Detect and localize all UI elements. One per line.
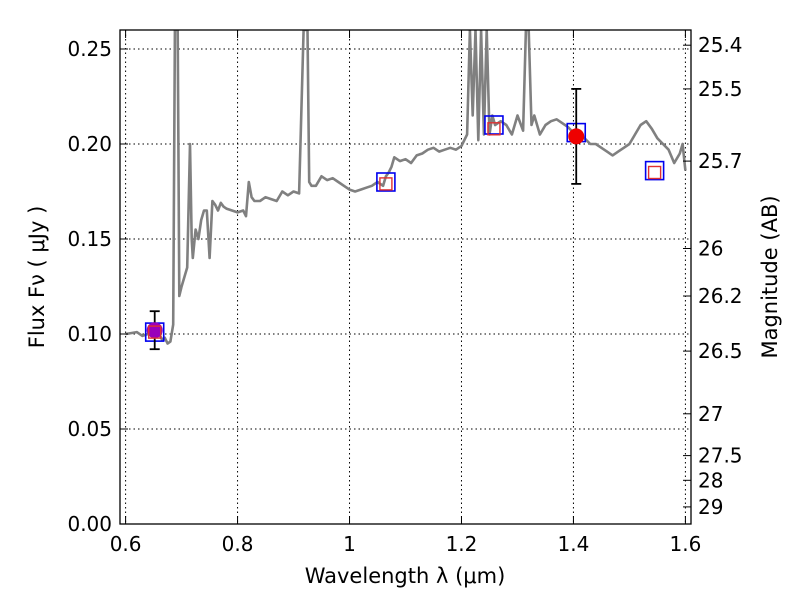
y2-axis-label: Magnitude (AB) (758, 195, 782, 358)
y-tick-label: 0.10 (67, 322, 112, 346)
y-tick-label: 0.15 (67, 227, 112, 251)
observed-flux-box (148, 325, 162, 339)
y2-tick-label: 29 (698, 495, 723, 519)
y-tick-label: 0.20 (67, 132, 112, 156)
y-axis-label: Flux Fν ( μJy ) (25, 206, 49, 349)
plot-frame (119, 29, 692, 525)
y2-tick-label: 25.4 (698, 33, 743, 57)
y2-tick-label: 25.7 (698, 149, 743, 173)
spectrum-line (125, 30, 687, 345)
observed-flux-point (568, 128, 585, 145)
observed-flux-box (647, 165, 662, 180)
y-tick-label: 0.05 (67, 417, 112, 441)
x-tick-label: 0.6 (110, 532, 142, 556)
y2-tick-label: 27 (698, 402, 723, 426)
model-flux-box (376, 172, 396, 192)
x-tick-label: 0.8 (222, 532, 254, 556)
observed-flux-box (379, 177, 393, 191)
y-tick-label: 0.00 (67, 512, 112, 536)
y2-tick-label: 28 (698, 468, 723, 492)
x-axis-label: Wavelength λ (μm) (305, 564, 506, 588)
y2-tick-label: 27.5 (698, 444, 743, 468)
y2-tick-label: 26 (698, 237, 723, 261)
tick-labels: 0.6 0.8 1 1.2 1.4 1.6 0.00 0.05 0.10 0.15 0.20 0.25… (67, 33, 742, 556)
y-tick-label: 0.25 (67, 37, 112, 61)
x-tick-label: 1.6 (669, 532, 701, 556)
photometry-markers (144, 88, 665, 351)
grid (120, 30, 691, 525)
y2-tick-label: 25.5 (698, 77, 743, 101)
model-flux-box (644, 160, 665, 181)
x-tick-label: 1.4 (558, 532, 590, 556)
axis-ticks (120, 30, 691, 525)
y2-tick-label: 26.5 (698, 339, 743, 363)
x-tick-label: 1.2 (446, 532, 478, 556)
y2-tick-label: 26.2 (698, 284, 743, 308)
x-tick-label: 1 (343, 532, 356, 556)
model-flux-box (484, 115, 504, 135)
observed-flux-box (487, 122, 501, 136)
spectrum-series (125, 30, 687, 345)
